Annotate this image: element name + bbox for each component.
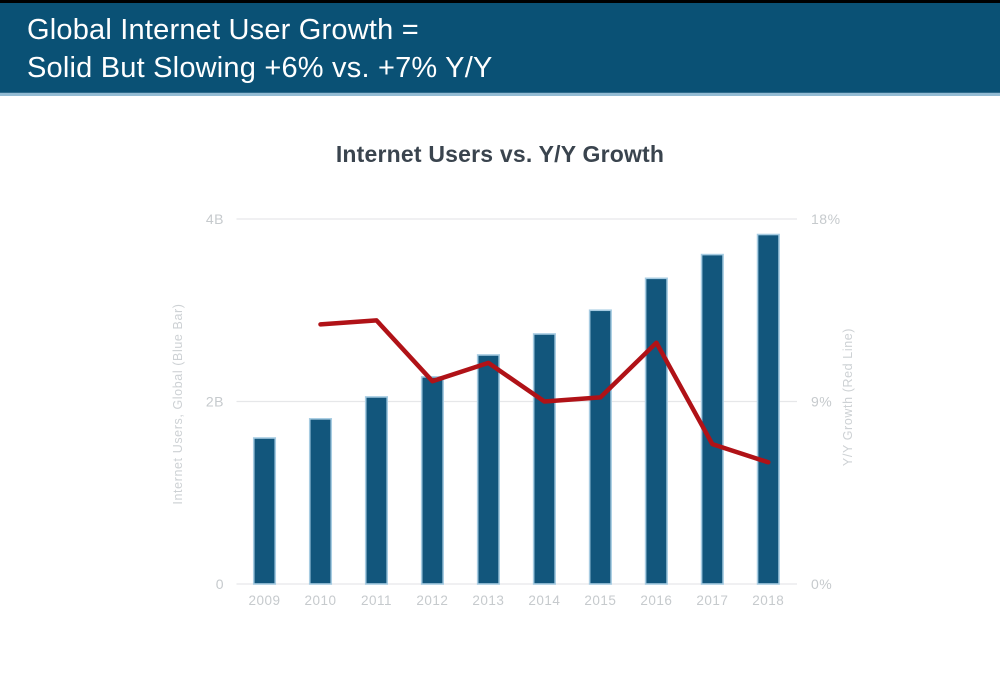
header-title-line2: Solid But Slowing +6% vs. +7% Y/Y <box>27 52 493 84</box>
right-axis-tick-0%: 0% <box>811 576 832 592</box>
bar-2013 <box>476 354 500 585</box>
x-axis-label-2012: 2012 <box>416 593 448 608</box>
bar-2017 <box>700 253 724 585</box>
bar-2016 <box>644 277 668 585</box>
x-axis-label-2015: 2015 <box>584 593 616 608</box>
x-axis-label-2010: 2010 <box>304 593 336 608</box>
x-axis-label-2017: 2017 <box>696 593 728 608</box>
right-axis-title: Y/Y Growth (Red Line) <box>841 328 855 466</box>
x-axis-label-2016: 2016 <box>640 593 672 608</box>
bar-2009 <box>252 437 277 585</box>
x-axis-label-2018: 2018 <box>752 593 784 608</box>
top-border <box>0 0 1000 3</box>
x-axis-label-2009: 2009 <box>248 593 280 608</box>
bar-2018 <box>756 233 780 585</box>
left-axis-tick-4B: 4B <box>206 211 224 227</box>
bar-2012 <box>420 376 444 585</box>
bar-2014 <box>532 333 556 585</box>
bar-2015 <box>588 309 612 585</box>
header-separator <box>0 92 1000 96</box>
chart-title: Internet Users vs. Y/Y Growth <box>335 141 665 167</box>
header-banner: Global Internet User Growth = Solid But … <box>0 3 1000 92</box>
left-axis-tick-2B: 2B <box>206 394 224 410</box>
right-axis-tick-9%: 9% <box>811 394 832 410</box>
x-axis-label-2013: 2013 <box>472 593 504 608</box>
header-title-line1: Global Internet User Growth = <box>27 14 419 46</box>
growth-line <box>318 318 771 465</box>
bar-2011 <box>364 396 389 585</box>
left-axis-title: Internet Users, Global (Blue Bar) <box>171 303 185 504</box>
x-axis-label-2014: 2014 <box>528 593 560 608</box>
x-axis-label-2011: 2011 <box>361 593 392 608</box>
left-axis-tick-0: 0 <box>216 576 224 592</box>
right-axis-tick-18%: 18% <box>811 211 841 227</box>
bar-2010 <box>308 418 333 585</box>
